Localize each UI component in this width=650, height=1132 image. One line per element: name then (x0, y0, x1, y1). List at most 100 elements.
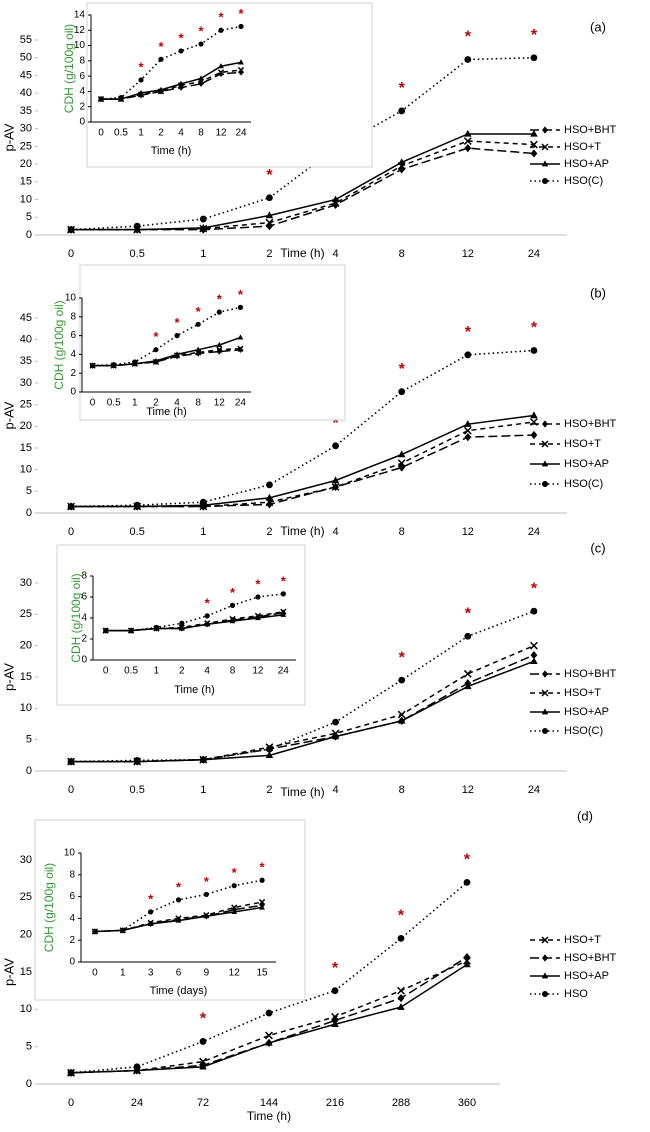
x-tick-label: 1 (154, 666, 160, 677)
significance-marker: * (204, 874, 210, 889)
marker (530, 430, 538, 440)
y-tick-label: 25 (20, 891, 32, 903)
legend-label: HSO+BHT (564, 124, 617, 136)
marker (138, 89, 144, 96)
marker (398, 165, 406, 174)
marker (397, 158, 406, 166)
series-line (71, 434, 534, 508)
series-line (71, 56, 534, 231)
x-tick-label: 0 (98, 128, 104, 139)
marker (464, 632, 472, 640)
significance-marker: * (230, 585, 236, 600)
x-tick-label: 24 (235, 128, 247, 139)
significance-marker: * (148, 891, 154, 906)
marker (133, 222, 141, 230)
marker (265, 751, 274, 759)
y-tick-label: 6 (79, 71, 85, 82)
x-tick-label: 0 (90, 398, 96, 409)
y-tick-label: 30 (20, 123, 32, 135)
marker (231, 883, 237, 889)
marker (541, 160, 549, 167)
marker (541, 708, 549, 715)
y-axis-title: CDH (g/100g oil) (62, 24, 76, 113)
x-tick-label: 3 (148, 968, 154, 979)
y-tick-label: 15 (20, 966, 32, 978)
y-tick-label: 55 (20, 34, 32, 46)
y-tick-label: 5 (26, 1041, 32, 1053)
marker (238, 59, 244, 65)
marker (204, 621, 211, 627)
marker (120, 927, 126, 933)
marker (397, 716, 406, 724)
x-tick-label: 2 (266, 248, 272, 260)
marker (398, 676, 406, 684)
y-tick-label: 25 (20, 140, 32, 152)
y-tick-label: 30 (20, 377, 32, 389)
y-tick-label: 4 (69, 913, 75, 924)
legend-label: HSO+AP (564, 458, 609, 470)
y-tick-label: 10 (20, 464, 32, 476)
series-line (71, 349, 534, 508)
series-line (101, 69, 242, 100)
significance-marker: * (332, 415, 339, 432)
marker (216, 346, 223, 353)
marker (331, 483, 340, 491)
x-tick-label: 12 (252, 666, 264, 677)
marker (332, 718, 339, 726)
marker (195, 321, 201, 327)
x-tick-label: 2 (153, 398, 159, 409)
x-tick-label: 0.5 (130, 526, 145, 538)
significance-marker: * (138, 59, 144, 74)
marker (199, 223, 208, 231)
x-tick-label: 2 (266, 526, 272, 538)
marker (541, 972, 549, 979)
y-tick-label: 0 (70, 387, 76, 398)
panel-label: (c) (590, 540, 605, 555)
marker (397, 994, 405, 1003)
x-tick-label: 12 (462, 248, 474, 260)
marker (103, 628, 109, 634)
marker (266, 222, 273, 231)
y-tick-label: 0 (79, 117, 85, 128)
marker (178, 625, 185, 631)
marker (530, 54, 538, 62)
x-tick-label: 24 (528, 784, 540, 796)
marker (463, 426, 472, 435)
marker (265, 1009, 273, 1017)
y-tick-label: 12 (74, 25, 86, 36)
legend-label: HSO+BHT (564, 952, 617, 964)
series-line (105, 614, 284, 632)
inset-frame (86, 2, 373, 168)
marker (92, 928, 98, 935)
x-tick-label: 24 (528, 526, 540, 538)
marker (542, 420, 548, 428)
y-tick-label: 25 (20, 399, 32, 411)
x-tick-label: 8 (195, 398, 201, 409)
x-tick-label: 0.5 (130, 248, 145, 260)
marker (198, 41, 204, 47)
significance-marker: * (238, 287, 244, 302)
marker (153, 347, 159, 353)
legend-label: HSO+BHT (564, 418, 617, 430)
x-tick-label: 15 (257, 968, 269, 979)
marker (542, 670, 548, 678)
significance-marker: * (398, 908, 405, 925)
x-tick-label: 2 (266, 784, 272, 796)
y-tick-label: 10 (20, 1003, 32, 1015)
marker (174, 351, 180, 357)
panel-label: (b) (590, 285, 606, 300)
y-tick-label: 35 (20, 105, 32, 117)
marker (174, 333, 180, 339)
significance-marker: * (238, 6, 244, 21)
marker (331, 476, 340, 484)
y-tick-label: 20 (20, 640, 32, 652)
x-tick-label: 12 (215, 128, 227, 139)
marker (258, 898, 266, 906)
x-tick-label: 0 (68, 248, 74, 260)
marker (237, 304, 244, 310)
marker (178, 48, 184, 54)
x-tick-label: 24 (131, 1097, 143, 1109)
significance-marker: * (332, 960, 339, 977)
marker (199, 756, 207, 764)
